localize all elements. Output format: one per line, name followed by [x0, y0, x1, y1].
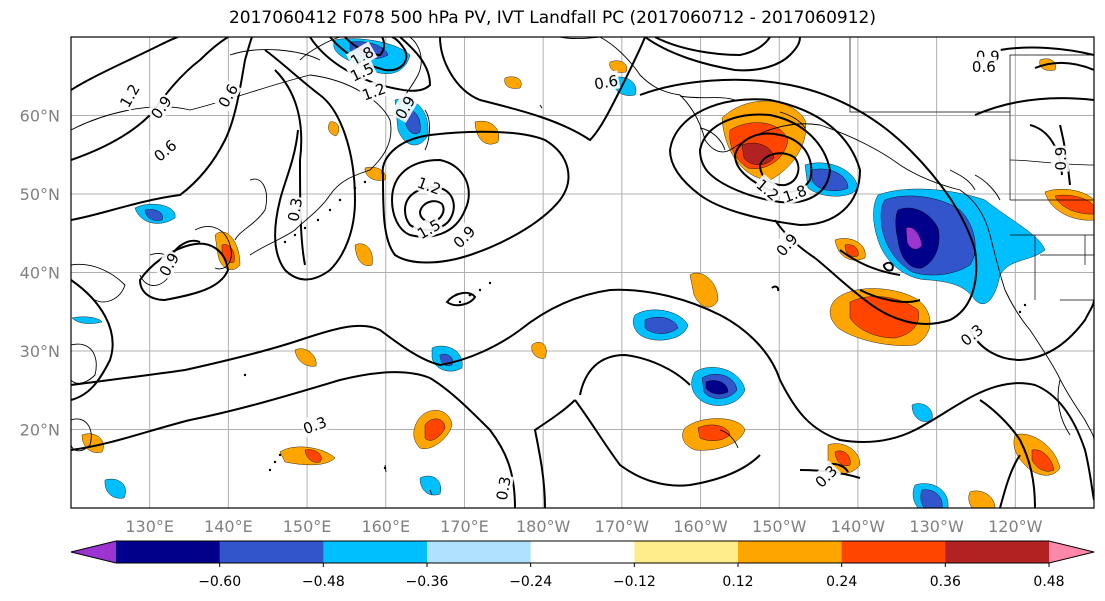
lat-tick-label: 30°N [20, 342, 60, 361]
lon-tick-label: 130°E [125, 517, 174, 536]
contour-label: 1.2 [414, 172, 445, 199]
colorbar-tick-label: −0.60 [198, 574, 241, 590]
colorbar-outline [70, 540, 1095, 564]
lon-tick-label: 150°E [283, 517, 332, 536]
colorbar-tick-label: 0.12 [722, 574, 753, 590]
colorbar-tick-label: −0.36 [406, 574, 449, 590]
colorbar-segment [427, 541, 532, 563]
lon-tick-label: 180°W [516, 517, 571, 536]
colorbar-tick-label: 0.48 [1033, 574, 1064, 590]
shaded-anomalies [71, 38, 1094, 508]
colorbar-segment [841, 541, 946, 563]
lon-tick-label: 160°W [673, 517, 728, 536]
colorbar-tick-label: 0.24 [826, 574, 857, 590]
colorbar-segment [116, 541, 221, 563]
map-frame [70, 36, 1095, 509]
colorbar-segment [530, 541, 635, 563]
lon-tick-label: 170°W [595, 517, 650, 536]
colorbar-tick-label: −0.24 [509, 574, 552, 590]
colorbar-tick-label: −0.48 [302, 574, 345, 590]
lat-tick-label: 40°N [20, 264, 60, 283]
contour-label: 0.3 [491, 473, 515, 503]
colorbar-segment [323, 541, 428, 563]
lon-tick-label: 140°E [204, 517, 253, 536]
lat-tick-label: 60°N [20, 107, 60, 126]
pv-contours [71, 37, 1094, 508]
contour-label: 0.6 [591, 70, 621, 94]
map-title: 2017060412 F078 500 hPa PV, IVT Landfall… [228, 8, 876, 28]
latitude-tick-labels: 20°N 30°N 40°N 50°N 60°N [20, 107, 60, 440]
lon-tick-label: 160°E [361, 517, 410, 536]
colorbar: −0.60 −0.48 −0.36 −0.24 −0.12 0.12 0.24 0.36 0.4… [70, 540, 1095, 590]
lon-tick-label: 130°W [909, 517, 964, 536]
contour-label-text: 0.6 [972, 58, 996, 76]
lon-tick-label: 120°W [988, 517, 1043, 536]
colorbar-segment [219, 541, 324, 563]
contour-label-text: 0.3 [284, 196, 306, 223]
contour-label-text: 0.9 [1052, 147, 1070, 171]
colorbar-segment [634, 541, 739, 563]
colorbar-segment [738, 541, 843, 563]
longitude-tick-labels: 130°E 140°E 150°E 160°E 170°E 180°W 170°W 160°W… [125, 517, 1042, 536]
lat-tick-label: 20°N [20, 421, 60, 440]
contour-label: 0.6 [970, 56, 997, 76]
colorbar-tick-label: −0.12 [613, 574, 656, 590]
colorbar-segment [945, 541, 1050, 563]
lon-tick-label: 150°W [752, 517, 807, 536]
lat-tick-label: 50°N [20, 185, 60, 204]
lon-tick-label: 170°E [440, 517, 489, 536]
contour-label-text: 0.3 [493, 475, 515, 502]
contour-label-text: 0.6 [593, 72, 620, 94]
colorbar-extend-high [1049, 541, 1094, 563]
lon-tick-label: 140°W [831, 517, 886, 536]
contour-label: 0.9 [1050, 145, 1070, 172]
colorbar-tick-label: 0.36 [930, 574, 961, 590]
colorbar-extend-low [71, 541, 116, 563]
contour-label: 0.3 [283, 195, 306, 224]
political-borders [849, 37, 1094, 301]
